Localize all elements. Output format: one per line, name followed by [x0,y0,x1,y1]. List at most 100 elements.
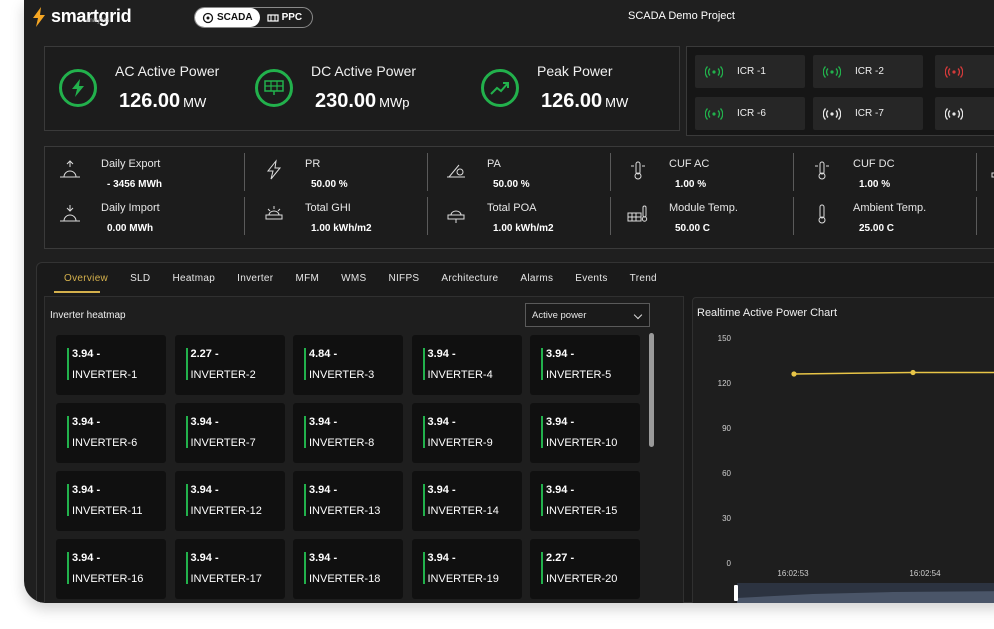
tab-mfm[interactable]: MFM [295,273,320,284]
signal-icon [945,107,963,120]
inverter-tile[interactable]: 3.94 - INVERTER-14 [411,471,522,531]
inverter-value: 3.94 - [427,348,456,360]
daily-export-stat: Daily Export - 3456 MWh [59,153,229,193]
data-point [791,371,797,377]
inverter-tile[interactable]: 3.94 - INVERTER-15 [530,471,640,531]
thermometer-icon [818,204,826,224]
inverter-value: 3.94 - [72,348,101,360]
icr-card[interactable]: ICR -2 [813,55,923,88]
inverter-tile[interactable]: 3.94 - INVERTER-12 [174,471,285,531]
tab-alarms[interactable]: Alarms [520,273,554,284]
tab-wms[interactable]: WMS [341,273,367,284]
sunrise-icon [60,160,80,178]
data-point [910,369,916,376]
inverter-tile[interactable]: 2.27 - INVERTER-20 [530,539,640,599]
signal-icon [823,65,841,78]
tab-bar: Overview SLD Heatmap Inverter MFM WMS NI… [53,273,668,289]
sunset-icon [60,205,80,222]
app-window: smartgrid analytics SCADA PPC SCADA Demo… [24,0,994,603]
inverter-name: INVERTER-3 [309,369,375,381]
status-bar [541,484,543,516]
inverter-tile[interactable]: 3.94 - INVERTER-13 [293,471,403,531]
icr-card[interactable]: ICR -7 [813,97,923,130]
inverter-name: INVERTER-2 [190,369,256,381]
cuf-dc-label: CUF DC [853,158,895,170]
icr-card[interactable] [935,97,994,130]
tab-events[interactable]: Events [575,273,608,284]
tab-sld[interactable]: SLD [130,273,151,284]
tab-trend[interactable]: Trend [629,273,657,284]
inverter-tile[interactable]: 3.94 - INVERTER-4 [411,335,522,395]
scada-mode-button[interactable]: SCADA [195,8,260,27]
pa-label: PA [487,158,501,170]
tab-inverter[interactable]: Inverter [237,273,274,284]
stat-divider [793,153,794,191]
icr-card[interactable] [935,55,994,88]
inverter-name: INVERTER-6 [72,437,138,449]
hot-cold-icon [631,161,645,180]
daily-import-label: Daily Import [101,202,160,214]
inverter-tile[interactable]: 3.94 - INVERTER-8 [293,403,403,463]
inverter-tile[interactable]: 3.94 - INVERTER-16 [56,539,166,599]
inverter-tile[interactable]: 3.94 - INVERTER-10 [530,403,640,463]
inverter-tile[interactable]: 3.94 - INVERTER-5 [530,335,640,395]
ppc-mode-button[interactable]: PPC [260,8,310,27]
inverter-value: 3.94 - [546,416,575,428]
signal-icon [705,107,723,120]
x-tick-label: 16:02:54 [909,569,941,578]
tab-nifps[interactable]: NIFPS [388,273,420,284]
tab-overview[interactable]: Overview [64,273,109,284]
inverter-tile[interactable]: 3.94 - INVERTER-11 [56,471,166,531]
ambient-temp-stat: Ambient Temp. 25.00 C [811,197,981,237]
tab-architecture[interactable]: Architecture [441,273,499,284]
inverter-tile[interactable]: 3.94 - INVERTER-17 [174,539,285,599]
icr-card[interactable]: ICR -6 [695,97,805,130]
module-temp-value: 50.00 C [675,223,711,234]
inverter-tile[interactable]: 3.94 - INVERTER-19 [411,539,522,599]
stat-divider [610,153,611,191]
peak-power-card: Peak Power 126.00 MW [481,47,681,132]
inverter-tile[interactable]: 3.94 - INVERTER-18 [293,539,403,599]
stat-divider [610,197,611,235]
metric-select-value: Active power [532,309,587,321]
status-bar [185,484,188,516]
pr-stat: PR 50.00 % [263,153,433,193]
stat-divider [244,153,245,191]
range-slider-handle [734,585,738,601]
status-bar [304,552,306,584]
inverter-value: 3.94 - [72,552,101,564]
poa-sensor-icon [447,210,465,223]
dc-active-power-label: DC Active Power [311,63,417,79]
status-bar [67,484,69,516]
inverter-tile[interactable]: 3.94 - INVERTER-1 [56,335,166,395]
inverter-tile[interactable]: 3.94 - INVERTER-9 [411,403,522,463]
tab-heatmap[interactable]: Heatmap [172,273,216,284]
inverter-tile[interactable]: 3.94 - INVERTER-6 [56,403,166,463]
ambient-temp-value: 25.00 C [859,223,895,234]
status-bar [67,416,69,448]
ppc-icon [266,13,279,22]
inverter-name: INVERTER-1 [72,369,138,381]
inverter-tile[interactable]: 2.27 - INVERTER-2 [174,335,285,395]
icr-label: ICR -2 [855,66,884,77]
stat-divider [427,197,428,235]
logo: smartgrid [32,6,132,27]
tilt-sensor-icon [447,164,465,178]
inverter-name: INVERTER-14 [427,505,499,517]
inverter-name: INVERTER-7 [190,437,256,449]
dc-active-power-card: DC Active Power 230.00 MWp [255,47,465,132]
daily-export-label: Daily Export [101,158,161,170]
y-tick-label: 90 [722,424,731,433]
inverter-tile[interactable]: 3.94 - INVERTER-7 [174,403,285,463]
total-poa-label: Total POA [487,202,537,214]
mode-toggle: SCADA PPC [194,7,313,28]
series-line [793,371,994,375]
module-temp-label: Module Temp. [669,202,738,214]
inverter-tile[interactable]: 4.84 - INVERTER-3 [293,335,403,395]
scrollbar-thumb[interactable] [649,333,654,447]
inverter-name: INVERTER-15 [546,505,618,517]
inverter-value: 3.94 - [427,416,456,428]
icr-card[interactable]: ICR -1 [695,55,805,88]
inverter-value: 3.94 - [72,416,101,428]
metric-select[interactable]: Active power [525,303,650,327]
